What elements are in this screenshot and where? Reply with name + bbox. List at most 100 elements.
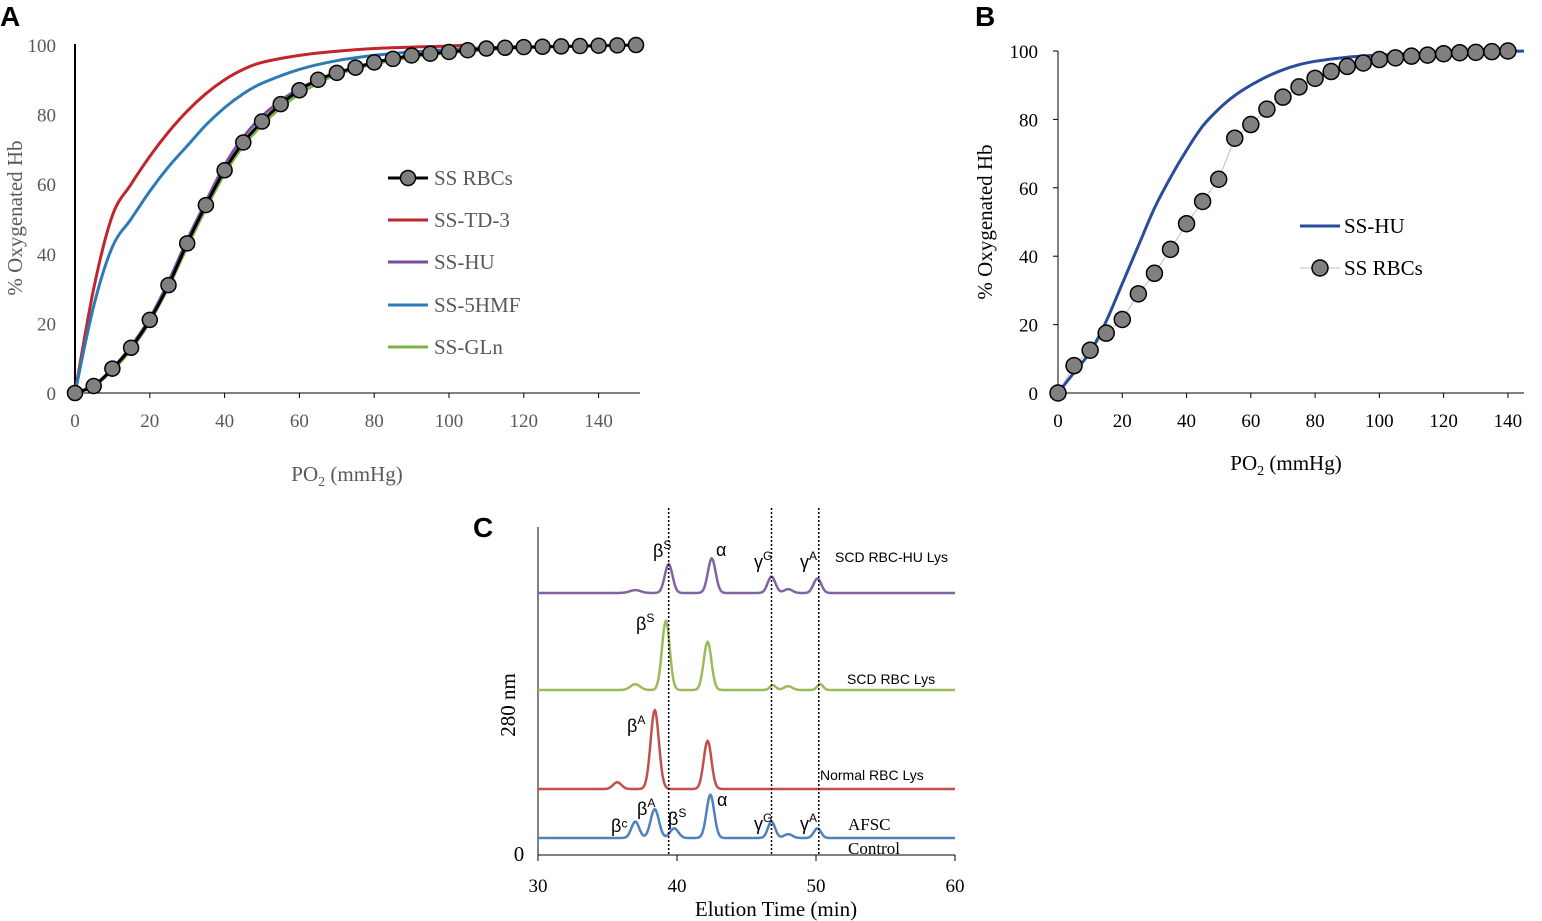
panel-c-letter: C bbox=[473, 512, 493, 543]
panel-a-point-ss-rbcs bbox=[66, 384, 84, 402]
peak-afsc-beta-s: βS bbox=[668, 806, 686, 829]
panel-b-point-ss-rbcs bbox=[1081, 341, 1099, 359]
peak-afsc-beta-a-base: β bbox=[637, 799, 647, 819]
peak-hu-beta-s-base: β bbox=[653, 541, 663, 561]
trace-label-scd-rbc-hu-lys: SCD RBC-HU Lys bbox=[835, 549, 948, 565]
panel-a-x-tick-label: 140 bbox=[584, 411, 613, 432]
peak-scd-beta-s-sup: S bbox=[646, 611, 654, 625]
panel-b-point-ss-rbcs bbox=[1145, 264, 1164, 283]
panel-a-point-ss-rbcs bbox=[347, 59, 364, 76]
peak-hu-gamma-g: γG bbox=[754, 549, 772, 572]
peak-afsc-gamma-a-base: γ bbox=[800, 814, 809, 834]
peak-normal-beta-a: βA bbox=[627, 713, 645, 736]
panel-b-legend: SS-HU SS RBCs bbox=[1300, 214, 1423, 280]
panel-b-point-ss-rbcs bbox=[1161, 240, 1180, 259]
panel-b-point-ss-rbcs bbox=[1450, 43, 1469, 62]
panel-b-y-tick-label: 80 bbox=[1019, 110, 1038, 131]
legend-a-item-ss-5hmf: SS-5HMF bbox=[388, 293, 520, 317]
panel-a-point-ss-rbcs bbox=[478, 40, 495, 57]
panel-b-point-ss-rbcs bbox=[1049, 384, 1067, 402]
peak-hu-beta-s-sup: S bbox=[663, 538, 671, 552]
panel-c-trace-afsc-control bbox=[538, 793, 955, 840]
panel-a-point-ss-rbcs bbox=[104, 360, 121, 377]
panel-a-x-tick-label: 120 bbox=[510, 411, 539, 432]
panel-b-x-tick-label: 80 bbox=[1306, 411, 1325, 432]
panel-a-x-tick-label: 60 bbox=[290, 411, 309, 432]
panel-a-point-ss-rbcs bbox=[122, 339, 140, 357]
panel-a-y-tick-label: 60 bbox=[37, 175, 56, 196]
panel-b-point-ss-rbcs bbox=[1338, 57, 1356, 76]
panel-a-point-ss-rbcs bbox=[309, 71, 327, 89]
panel-b-series-line-ss-hu bbox=[1056, 49, 1525, 394]
peak-normal-beta-a-sup: A bbox=[637, 713, 645, 727]
panel-a-y-tick-label: 100 bbox=[28, 36, 57, 57]
panel-a-series-line-ss-td-3 bbox=[73, 43, 468, 394]
panel-c-x-tick-label: 40 bbox=[668, 876, 687, 897]
peak-hu-gamma-a-sup: A bbox=[809, 549, 817, 563]
panel-b-x-tick-label: 100 bbox=[1365, 411, 1394, 432]
panel-a-point-ss-rbcs bbox=[328, 64, 346, 82]
trace-label-normal-rbc-lys: Normal RBC Lys bbox=[820, 767, 924, 783]
peak-afsc-gamma-g-base: γ bbox=[754, 814, 763, 834]
peak-hu-gamma-g-base: γ bbox=[754, 552, 763, 572]
panel-c-trace-scd-rbc-hu-lys bbox=[538, 556, 955, 595]
legend-b-label-ss-rbcs: SS RBCs bbox=[1344, 256, 1423, 280]
peak-afsc-beta-s-base: β bbox=[668, 809, 678, 829]
panel-a-point-ss-rbcs bbox=[534, 38, 551, 55]
legend-a-label-ss-hu: SS-HU bbox=[434, 250, 495, 274]
panel-b-point-ss-rbcs bbox=[1226, 129, 1244, 147]
panel-a-point-ss-rbcs bbox=[253, 113, 271, 130]
panel-a-point-ss-rbcs bbox=[141, 311, 159, 329]
peak-scd-beta-s: βS bbox=[636, 611, 654, 634]
panel-a-x-title-main: PO bbox=[291, 462, 318, 486]
panel-a-point-ss-rbcs bbox=[85, 377, 102, 395]
panel-c-trace-normal-rbc-lys bbox=[538, 707, 955, 791]
peak-afsc-gamma-a: γA bbox=[800, 811, 817, 834]
panel-a-point-ss-rbcs bbox=[365, 54, 383, 71]
legend-b-label-ss-hu: SS-HU bbox=[1344, 214, 1405, 238]
panel-c-x-tick-label: 60 bbox=[946, 876, 965, 897]
trace-label-afsc: AFSC bbox=[848, 815, 891, 834]
panel-a-point-ss-rbcs bbox=[403, 47, 420, 64]
panel-b-point-ss-rbcs bbox=[1242, 115, 1260, 134]
panel-a-x-tick-label: 0 bbox=[70, 411, 80, 432]
panel-a-x-title: PO2 (mmHg) bbox=[291, 462, 402, 490]
panel-c-x-tick-label: 30 bbox=[529, 876, 548, 897]
panel-a-point-ss-rbcs bbox=[216, 162, 233, 179]
panel-b-point-ss-rbcs bbox=[1354, 54, 1373, 72]
panel-b-point-ss-rbcs bbox=[1129, 285, 1148, 303]
peak-hu-beta-s: βS bbox=[653, 538, 671, 561]
panel-a-point-ss-rbcs bbox=[235, 134, 252, 151]
panel-a-x-tick-label: 80 bbox=[365, 411, 384, 432]
panel-a-point-ss-rbcs bbox=[590, 37, 607, 54]
panel-b-y-title: % Oxygenated Hb bbox=[973, 144, 997, 299]
panel-a-x-ticks: 0 20 40 60 80 100 120 140 bbox=[70, 393, 613, 432]
panel-b-letter: B bbox=[975, 1, 995, 32]
legend-a-item-ss-rbcs: SS RBCs bbox=[388, 166, 513, 190]
peak-afsc-beta-s-sup: S bbox=[678, 806, 686, 820]
panel-a-y-tick-label: 20 bbox=[37, 314, 56, 335]
panel-b-x-tick-label: 140 bbox=[1494, 411, 1523, 432]
legend-a-label-ss-rbcs: SS RBCs bbox=[434, 166, 513, 190]
peak-hu-gamma-g-sup: G bbox=[763, 549, 772, 563]
legend-b-item-ss-hu: SS-HU bbox=[1300, 214, 1405, 238]
panel-c-x-title: Elution Time (min) bbox=[695, 897, 857, 921]
panel-a-y-tick-label: 0 bbox=[47, 384, 57, 405]
peak-hu-gamma-a: γA bbox=[800, 549, 817, 572]
peak-afsc-beta-a: βA bbox=[637, 796, 655, 819]
panel-a-y-tick-label: 80 bbox=[37, 106, 56, 127]
peak-normal-beta-a-base: β bbox=[627, 716, 637, 736]
panel-c-x-tick-label: 50 bbox=[807, 876, 826, 897]
panel-b-series bbox=[1049, 42, 1525, 402]
panel-b-y-tick-label: 100 bbox=[1010, 42, 1039, 63]
panel-b-y-tick-label: 20 bbox=[1019, 316, 1038, 337]
panel-b-point-ss-rbcs bbox=[1370, 50, 1389, 69]
panel-c: C 30 40 50 60 0 280 nm Elution Time (min) S… bbox=[473, 508, 965, 921]
panel-c-trace-scd-rbc-lys bbox=[538, 618, 955, 692]
panel-a-y-ticks: 0 20 40 60 80 100 bbox=[28, 36, 57, 405]
panel-b-point-ss-rbcs bbox=[1418, 46, 1437, 64]
panel-a-point-ss-rbcs bbox=[459, 41, 476, 59]
panel-b-x-title-sub: 2 bbox=[1257, 464, 1264, 479]
panel-a-point-ss-rbcs bbox=[178, 235, 196, 252]
legend-a-label-ss-gln: SS-GLn bbox=[434, 335, 503, 359]
